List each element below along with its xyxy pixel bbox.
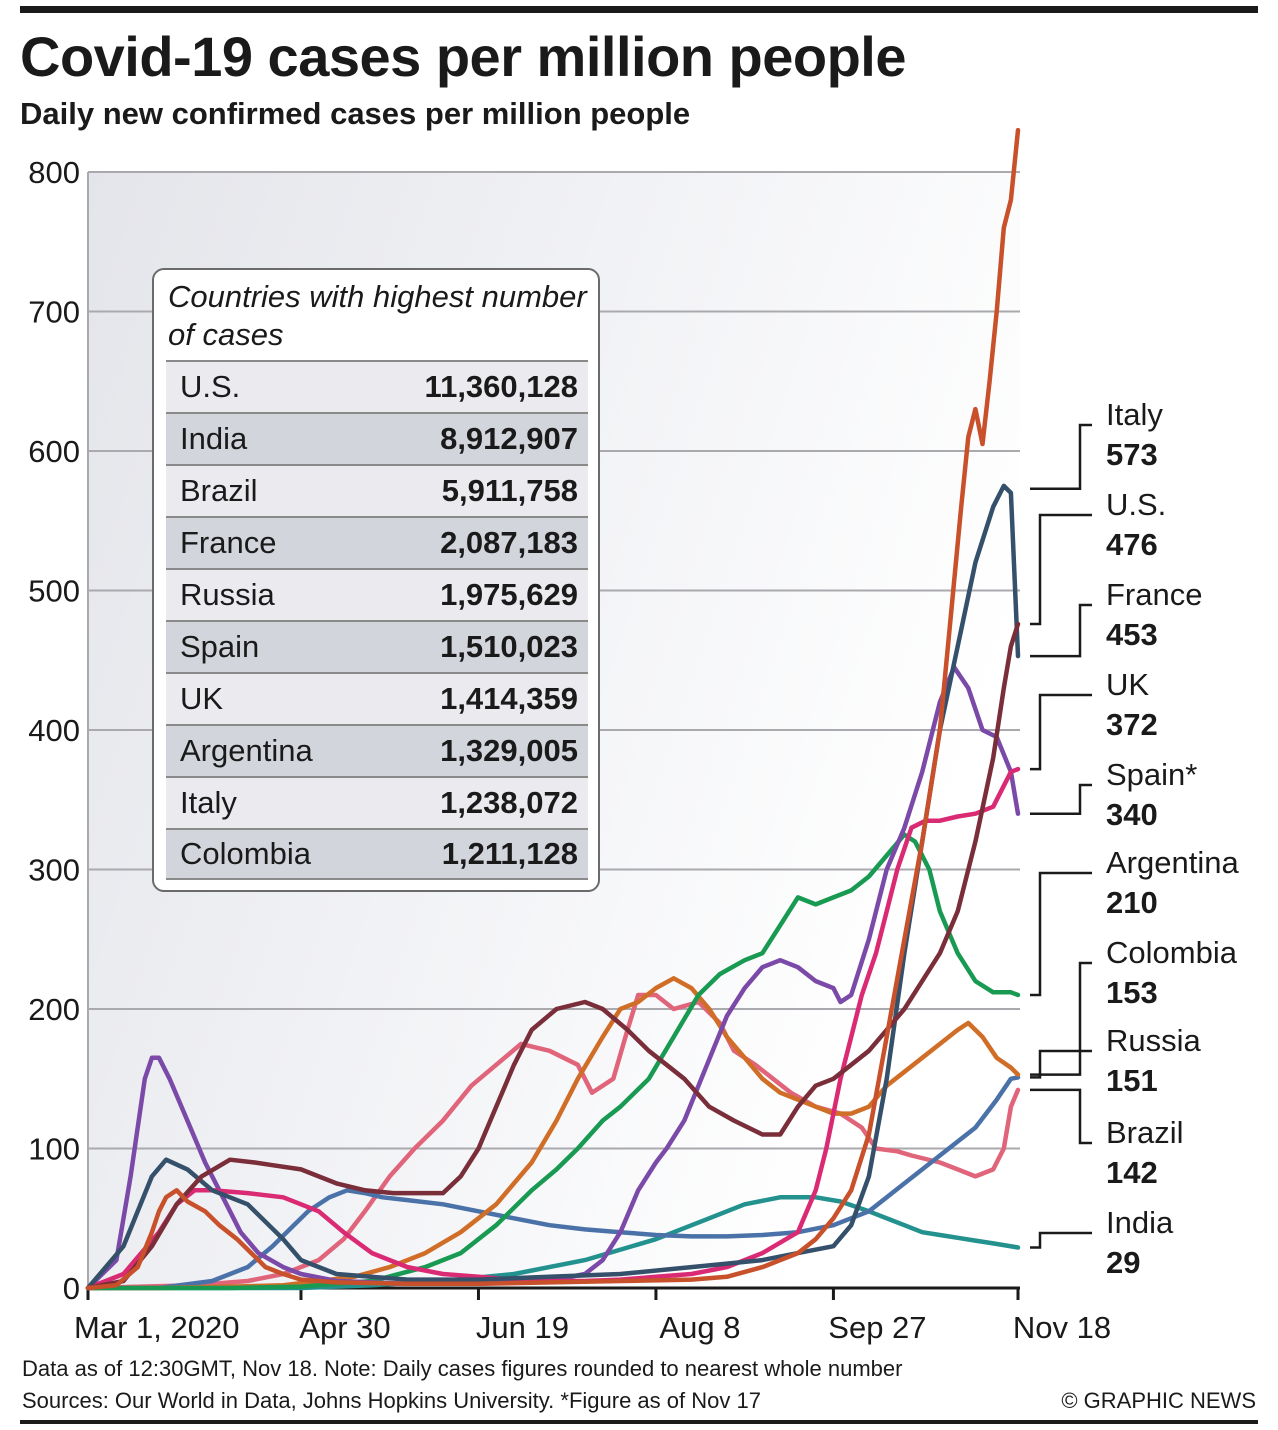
end-label-value-uk: 372: [1106, 707, 1158, 742]
table-country: Spain: [180, 629, 260, 664]
table-cases: 8,912,907: [440, 421, 578, 456]
y-tick-label: 500: [28, 574, 80, 609]
y-tick-label: 800: [28, 155, 80, 190]
end-label-value-italy: 573: [1106, 437, 1158, 472]
table-row: Brazil 5,911,758: [166, 464, 588, 516]
end-label-value-argentina: 210: [1106, 885, 1158, 920]
table-cases: 2,087,183: [440, 525, 578, 560]
table-row: Spain 1,510,023: [166, 620, 588, 672]
x-tick-label: Jun 19: [476, 1310, 569, 1345]
table-row: Italy 1,238,072: [166, 776, 588, 828]
top-rule: [20, 6, 1258, 13]
table-row: Russia 1,975,629: [166, 568, 588, 620]
end-label-value-us: 476: [1106, 527, 1158, 562]
table-country: Italy: [180, 785, 237, 820]
series-line-italy: [85, 127, 1021, 1291]
leader-line-italy: [1030, 423, 1092, 490]
end-label-name-india: India: [1106, 1205, 1174, 1240]
leader-line-spain: [1030, 783, 1092, 815]
series-line-india: [85, 1195, 1021, 1291]
table-row: UK 1,414,359: [166, 672, 588, 724]
y-tick-label: 400: [28, 713, 80, 748]
series-line-us: [85, 621, 1021, 1291]
leader-line-uk: [1030, 693, 1092, 771]
end-label-value-russia: 151: [1106, 1063, 1158, 1098]
x-tick-label: Aug 8: [659, 1310, 740, 1345]
end-label-value-india: 29: [1106, 1245, 1140, 1280]
end-label-value-brazil: 142: [1106, 1155, 1158, 1190]
table-rows: U.S. 11,360,128 India 8,912,907 Brazil 5,911,…: [166, 360, 588, 880]
table-country: Argentina: [180, 733, 313, 768]
series-line-russia: [85, 1075, 1021, 1291]
table-cases: 11,360,128: [424, 369, 578, 404]
table-cases: 1,329,005: [440, 733, 578, 768]
footnote-sources: Sources: Our World in Data, Johns Hopkin…: [22, 1388, 761, 1413]
table-country: Colombia: [180, 836, 311, 871]
chart-subtitle: Daily new confirmed cases per million pe…: [20, 96, 691, 131]
end-label-value-france: 453: [1106, 617, 1158, 652]
x-tick-label: Mar 1, 2020: [74, 1310, 239, 1345]
end-label-name-us: U.S.: [1106, 487, 1166, 522]
end-label-name-colombia: Colombia: [1106, 935, 1238, 970]
end-label-name-russia: Russia: [1106, 1023, 1202, 1058]
series-line-spain: [85, 664, 1021, 1291]
leader-line-argentina: [1030, 871, 1092, 997]
table-title: Countries with highest number of cases: [168, 279, 587, 352]
leader-line-russia: [1030, 1049, 1092, 1079]
y-axis: 0 100 200 300 400 500 600 700 800: [28, 155, 80, 1306]
top-countries-table: Countries with highest number of cases U…: [152, 268, 600, 892]
series-end-labels: Italy 573 U.S. 476 France 453 UK 372 Spain* 340 Ar…: [1030, 397, 1239, 1280]
y-tick-label: 0: [63, 1271, 80, 1306]
table-row: India 8,912,907: [166, 412, 588, 464]
leader-line-brazil: [1030, 1088, 1092, 1145]
table-cases: 1,238,072: [440, 785, 578, 820]
credit-line: © GRAPHIC NEWS: [1061, 1388, 1256, 1413]
table-row: France 2,087,183: [166, 516, 588, 568]
y-tick-label: 200: [28, 992, 80, 1027]
footnote-data-note: Data as of 12:30GMT, Nov 18. Note: Daily…: [22, 1356, 903, 1381]
y-tick-label: 600: [28, 434, 80, 469]
table-row: U.S. 11,360,128: [166, 360, 588, 412]
table-country: France: [180, 525, 277, 560]
leader-line-india: [1030, 1231, 1092, 1249]
table-cases: 5,911,758: [441, 473, 578, 508]
leader-line-france: [1030, 603, 1092, 658]
table-country: India: [180, 421, 248, 456]
table-row: Argentina 1,329,005: [166, 724, 588, 776]
table-country: Russia: [180, 577, 275, 612]
chart-title: Covid-19 cases per million people: [20, 25, 907, 88]
series-line-argentina: [85, 832, 1021, 1291]
leader-line-us: [1030, 513, 1092, 626]
end-label-name-brazil: Brazil: [1106, 1115, 1184, 1150]
bottom-rule: [20, 1420, 1258, 1424]
leader-line-colombia: [1030, 961, 1092, 1076]
y-tick-label: 100: [28, 1132, 80, 1167]
x-tick-label: Nov 18: [1013, 1310, 1111, 1345]
y-tick-label: 300: [28, 853, 80, 888]
table-cases: 1,414,359: [440, 681, 578, 716]
end-label-name-argentina: Argentina: [1106, 845, 1239, 880]
end-label-name-uk: UK: [1106, 667, 1149, 702]
table-cases: 1,975,629: [440, 577, 578, 612]
x-tick-label: Sep 27: [828, 1310, 926, 1345]
table-country: U.S.: [180, 369, 241, 404]
end-label-name-italy: Italy: [1106, 397, 1163, 432]
end-label-name-france: France: [1106, 577, 1202, 612]
end-label-value-colombia: 153: [1106, 975, 1158, 1010]
end-label-value-spain: 340: [1106, 797, 1158, 832]
series-lines: [85, 127, 1021, 1291]
x-tick-label: Apr 30: [299, 1310, 390, 1345]
table-cases: 1,510,023: [440, 629, 578, 664]
y-tick-label: 700: [28, 295, 80, 330]
series-line-france: [85, 483, 1021, 1291]
table-country: Brazil: [180, 473, 258, 508]
x-axis: Mar 1, 2020 Apr 30 Jun 19 Aug 8 Sep 27 Nov 18: [74, 1286, 1111, 1345]
table-row: Colombia 1,211,128: [166, 828, 588, 880]
series-line-uk: [85, 766, 1021, 1291]
table-cases: 1,211,128: [441, 836, 578, 871]
end-label-name-spain: Spain*: [1106, 757, 1197, 792]
table-country: UK: [180, 681, 224, 716]
